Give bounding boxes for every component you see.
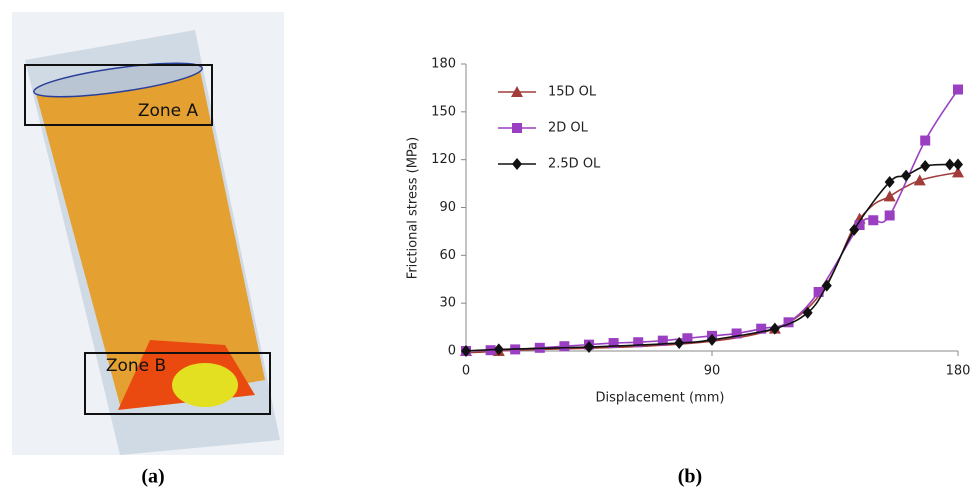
panel-a-image: Zone A Zone B [12, 12, 284, 455]
legend-label: 15D OL [548, 85, 597, 100]
y-tick-label: 90 [439, 200, 456, 215]
y-tick-label: 150 [431, 104, 456, 119]
marker [920, 160, 930, 172]
marker [901, 170, 911, 182]
y-axis-label: Frictional stress (MPa) [406, 137, 421, 279]
panel-caption: (a) [141, 466, 164, 488]
panel-caption: (b) [678, 466, 702, 488]
legend-marker [512, 158, 522, 170]
series-line [466, 164, 958, 351]
marker [868, 215, 878, 225]
y-tick-label: 60 [439, 248, 456, 263]
y-tick-label: 0 [448, 344, 456, 359]
marker [920, 136, 930, 146]
x-tick-label: 90 [704, 364, 721, 379]
marker [885, 210, 895, 220]
marker [953, 158, 963, 170]
series-line [466, 90, 958, 351]
y-tick-label: 30 [439, 296, 456, 311]
y-tick-label: 120 [431, 152, 456, 167]
x-tick-label: 0 [462, 364, 470, 379]
series-line [465, 172, 958, 352]
zone-b-label: Zone B [106, 356, 166, 376]
legend-marker [512, 123, 522, 133]
marker [559, 341, 569, 351]
marker [953, 85, 963, 95]
figure: Zone A Zone B (a) (b) Displacement (mm) … [0, 0, 977, 491]
x-tick-label: 180 [946, 364, 971, 379]
contact-highlight [172, 363, 238, 407]
zone-a-label: Zone A [138, 101, 199, 121]
y-tick-label: 180 [431, 57, 456, 72]
x-axis-label: Displacement (mm) [596, 391, 725, 406]
legend-label: 2.5D OL [548, 157, 601, 172]
legend-label: 2D OL [548, 121, 589, 136]
marker [884, 190, 896, 201]
